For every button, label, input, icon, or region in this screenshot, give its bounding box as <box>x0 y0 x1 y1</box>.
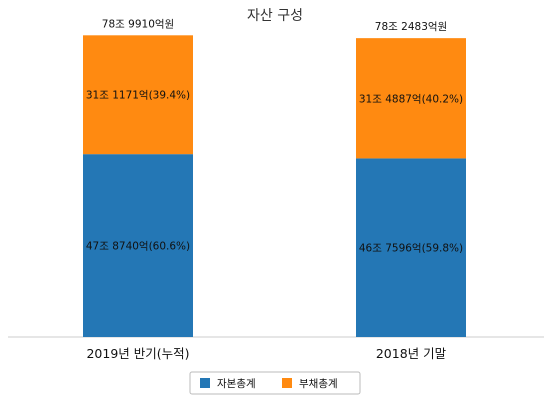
bar-segment-equity-0 <box>83 154 193 337</box>
bar-segment-equity-1 <box>356 158 466 337</box>
chart-title: 자산 구성 <box>247 8 303 24</box>
legend-swatch-liabilities <box>282 378 292 388</box>
legend-swatch-equity <box>200 378 210 388</box>
bar-segment-liabilities-0 <box>83 35 193 155</box>
segment-value-label: 31조 1171억(39.4%) <box>86 90 190 102</box>
segment-value-label: 47조 8740억(60.6%) <box>86 241 190 253</box>
segment-value-label: 46조 7596억(59.8%) <box>359 243 463 255</box>
bar-segment-liabilities-1 <box>356 38 466 159</box>
legend-label-equity[interactable]: 자본총계 <box>217 378 256 390</box>
legend: 자본총계 부채총계 <box>189 371 361 395</box>
bars-layer: 47조 8740억(60.6%) 31조 1171억(39.4%) 78조 9910… <box>83 18 466 361</box>
bar-total-label: 78조 2483억원 <box>375 21 447 33</box>
category-label: 2019년 반기(누적) <box>86 346 189 361</box>
category-label: 2018년 기말 <box>376 346 447 361</box>
bar-total-label: 78조 9910억원 <box>102 18 174 30</box>
segment-value-label: 31조 4887억(40.2%) <box>359 93 463 105</box>
legend-box <box>189 371 361 395</box>
legend-label-liabilities[interactable]: 부채총계 <box>299 378 338 390</box>
